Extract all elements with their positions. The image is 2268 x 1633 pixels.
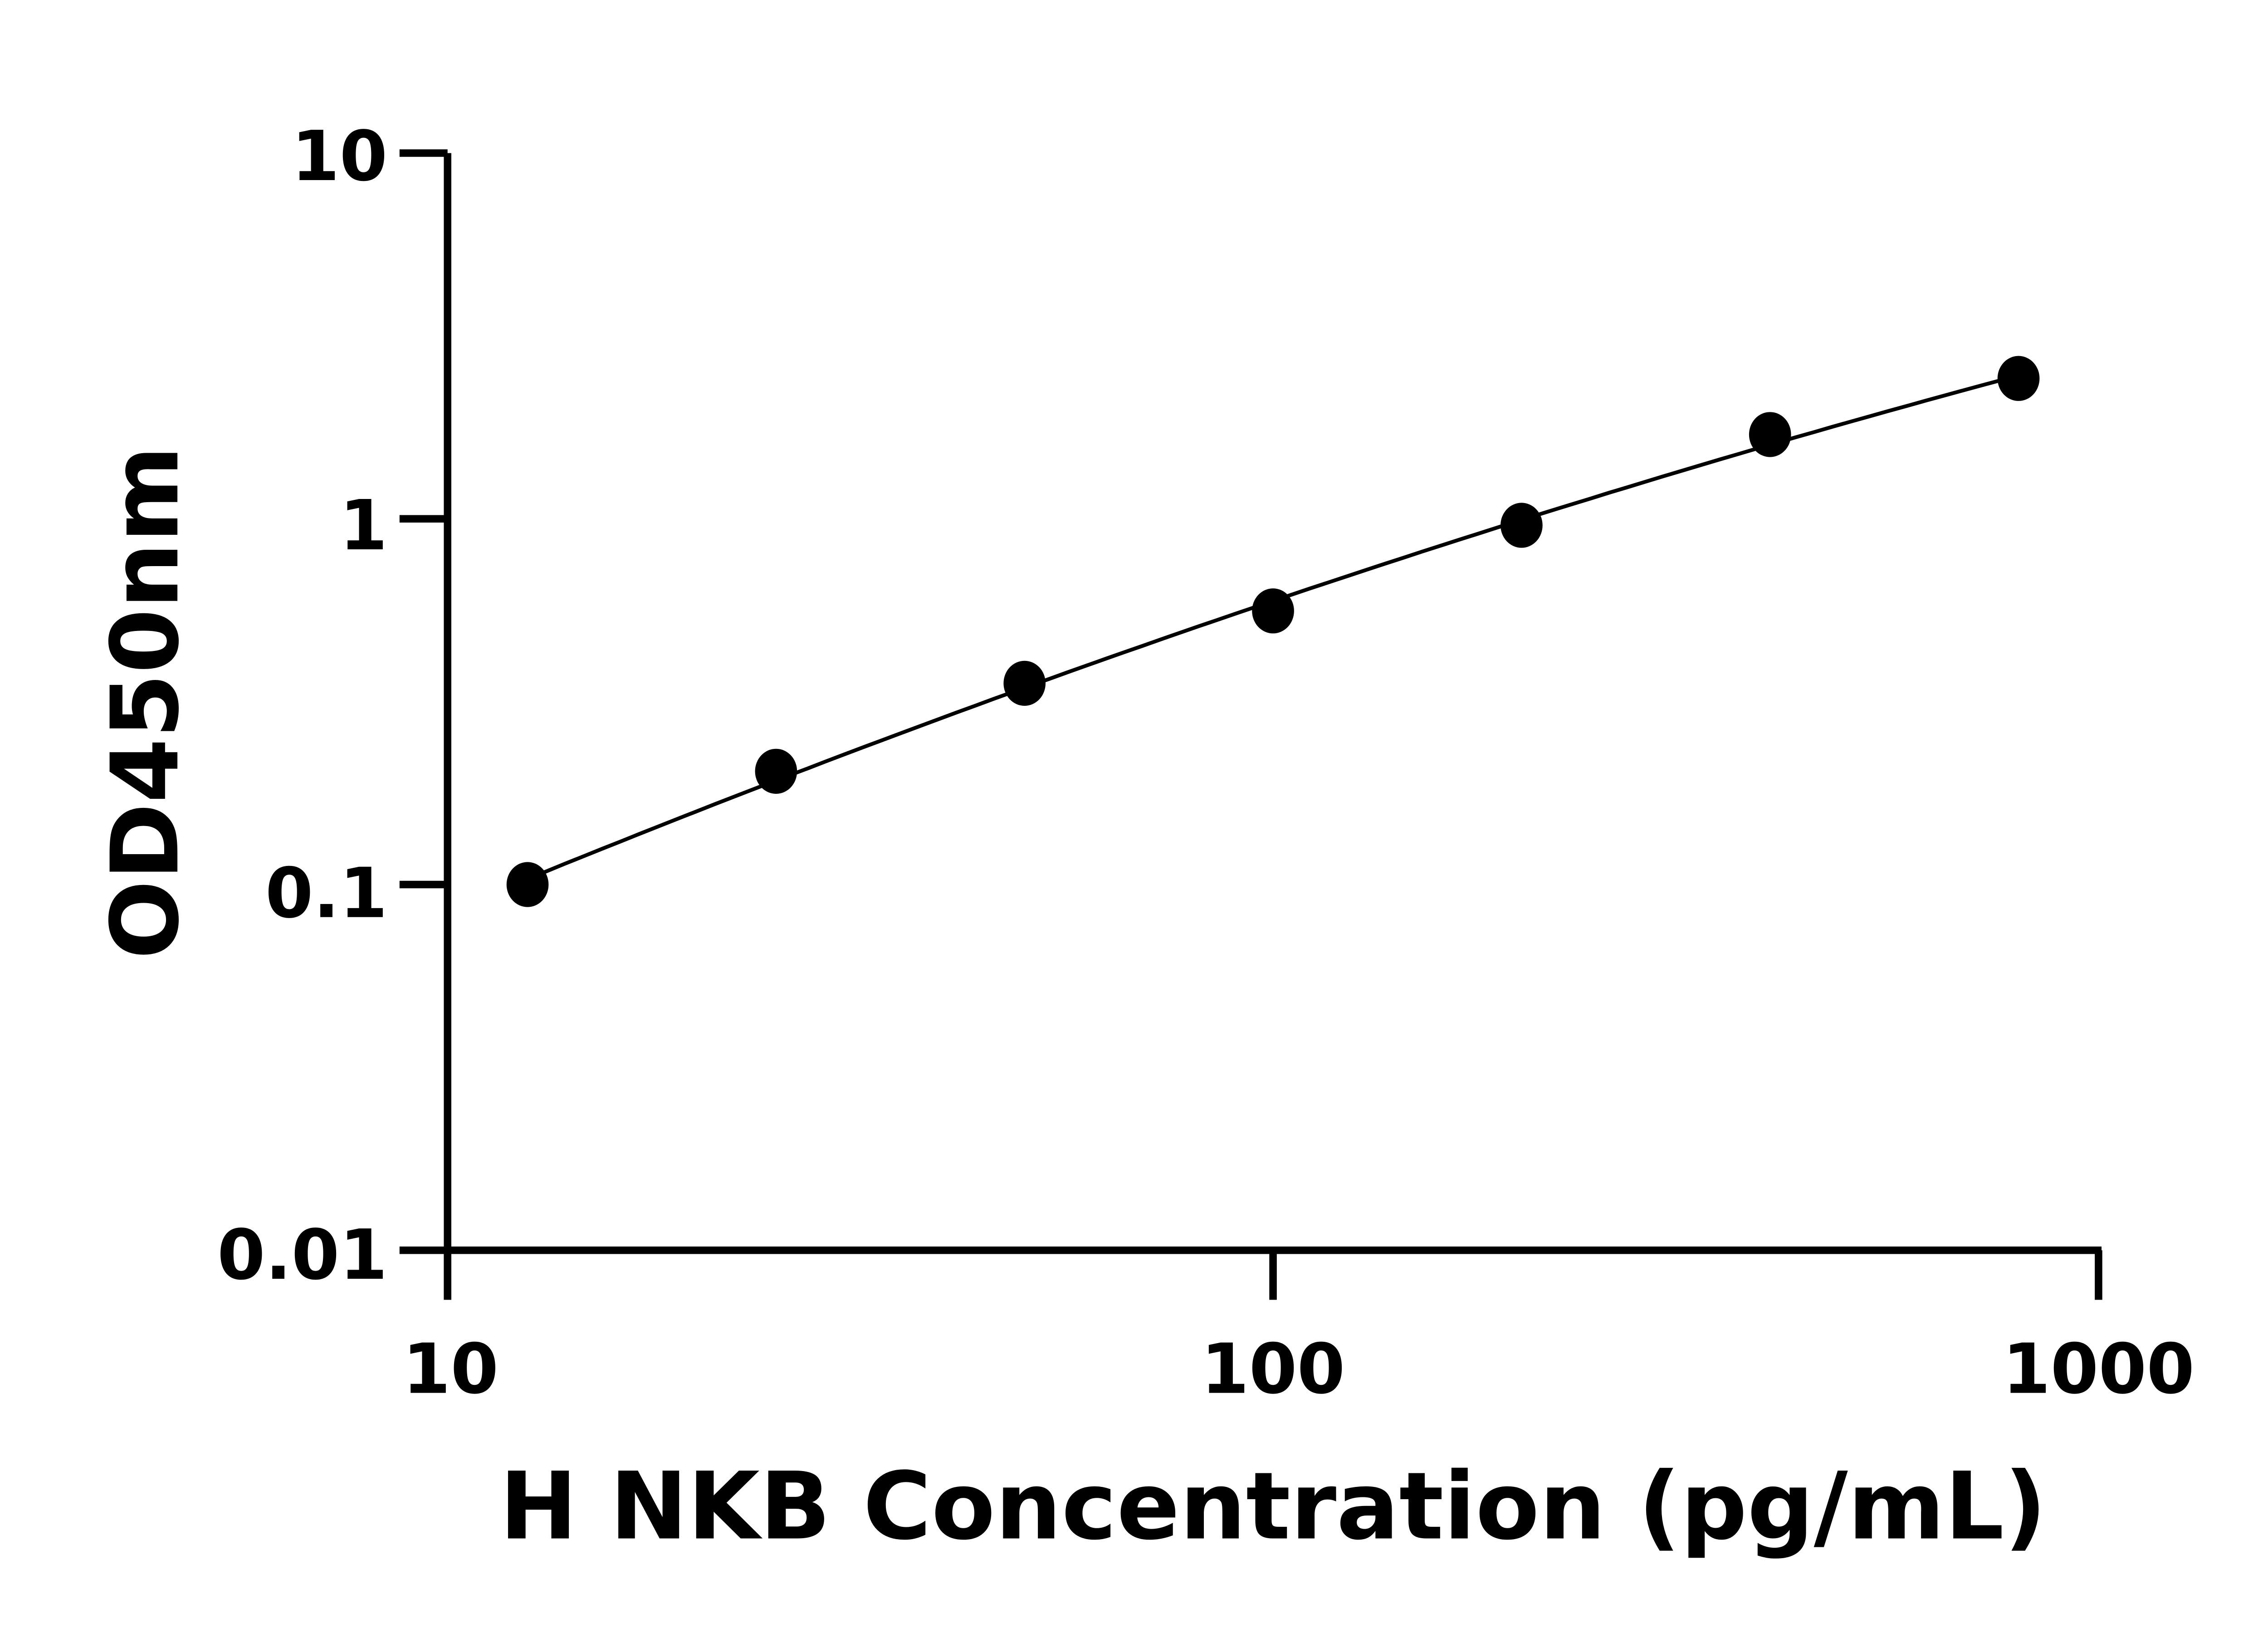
data-point	[1997, 356, 2040, 401]
x-tick-label: 10	[402, 1329, 499, 1409]
y-tick-label: 0.01	[217, 1215, 388, 1295]
data-point	[755, 748, 797, 794]
data-point	[1252, 588, 1294, 634]
data-point	[1749, 412, 1791, 457]
x-tick-label: 100	[1201, 1329, 1345, 1409]
x-axis-label: H NKB Concentration (pg/mL)	[499, 1453, 2047, 1561]
y-tick-label: 10	[292, 116, 388, 196]
y-tick-label: 0.1	[265, 853, 388, 934]
y-tick-label: 1	[339, 485, 387, 566]
axes	[399, 149, 2102, 1300]
data-point	[1003, 660, 1046, 706]
data-points	[506, 356, 2040, 907]
data-point	[506, 862, 549, 907]
y-axis-label: OD450nm	[92, 445, 200, 959]
x-tick-label: 1000	[2003, 1329, 2195, 1409]
data-point	[1501, 503, 1543, 548]
tick-labels: 10 100 1000 0.01 0.1 1 10	[217, 116, 2195, 1409]
